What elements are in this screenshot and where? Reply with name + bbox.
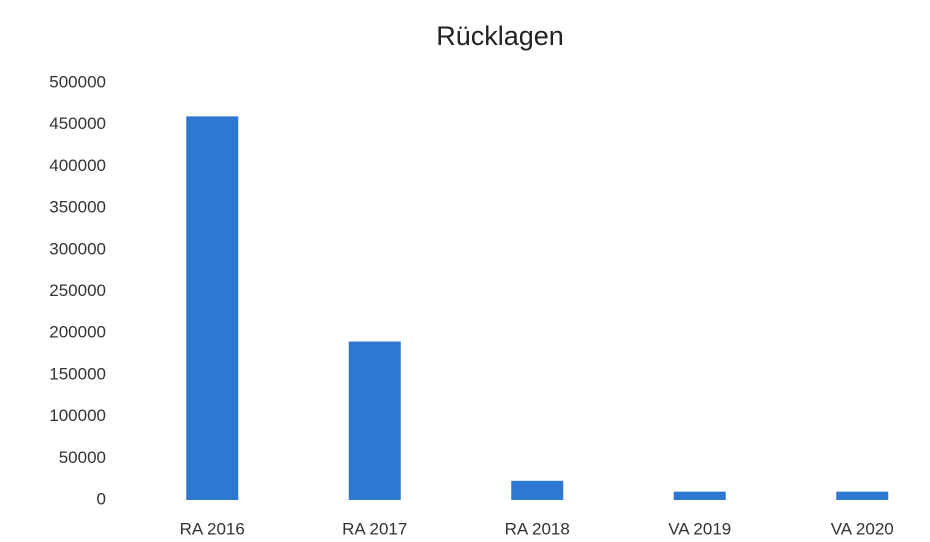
bar [186,116,239,501]
y-tick-label: 50000 [59,448,106,467]
chart-title: Rücklagen [436,21,564,51]
bar [836,491,889,500]
y-tick-label: 0 [97,489,106,508]
y-tick-label: 400000 [49,156,106,175]
bar [348,341,401,500]
y-tick-label: 150000 [49,364,106,383]
x-tick-label: RA 2018 [505,519,570,538]
y-tick-label: 250000 [49,281,106,300]
bar [673,491,726,500]
bar [511,480,564,500]
x-tick-label: RA 2016 [180,519,245,538]
x-tick-label: RA 2017 [342,519,407,538]
y-tick-label: 100000 [49,406,106,425]
y-tick-label: 200000 [49,323,106,342]
y-tick-label: 500000 [49,72,106,91]
x-tick-label: VA 2019 [668,519,731,538]
y-tick-label: 300000 [49,239,106,258]
x-tick-label: VA 2020 [831,519,894,538]
y-tick-label: 450000 [49,114,106,133]
y-tick-label: 350000 [49,198,106,217]
